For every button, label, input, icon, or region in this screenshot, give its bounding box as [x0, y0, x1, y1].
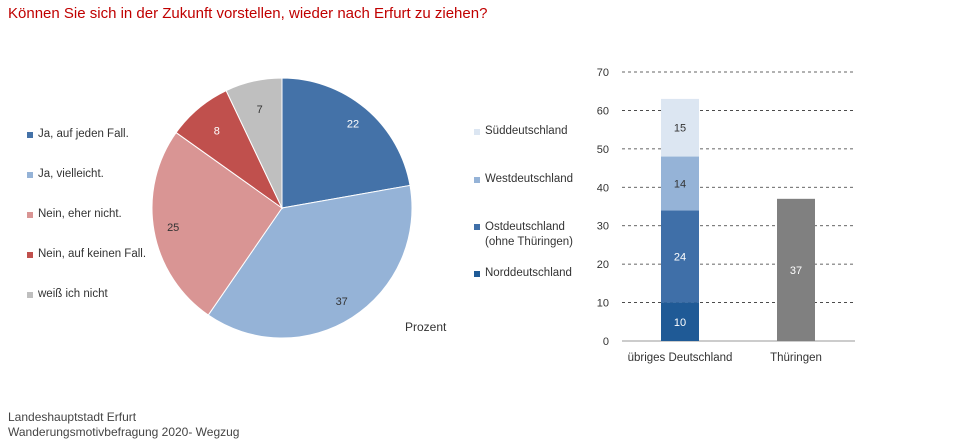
legend-label: Nein, auf keinen Fall.	[38, 248, 147, 260]
legend-label: Ostdeutschland	[485, 221, 565, 233]
pie-data-label: 7	[257, 104, 263, 116]
bar-data-label: 10	[674, 317, 686, 329]
pie-legend-item-nein-keinen-fall: Nein, auf keinen Fall.	[27, 248, 146, 260]
bar-data-label: 24	[674, 251, 686, 263]
pie-legend-item-ja-jeden-fall: Ja, auf jeden Fall.	[27, 128, 129, 140]
legend-label: Nein, eher nicht.	[38, 208, 122, 220]
legend-label: weiß ich nicht	[38, 288, 108, 300]
bar-data-label: 15	[674, 123, 686, 135]
bar-data-label: 37	[790, 265, 802, 277]
legend-swatch	[474, 129, 480, 135]
pie-legend-item-nein-eher-nicht: Nein, eher nicht.	[27, 208, 122, 220]
legend-label: Norddeutschland	[485, 267, 572, 279]
y-tick-label: 30	[597, 221, 609, 233]
y-tick-label: 0	[603, 336, 609, 348]
legend-swatch	[27, 132, 33, 138]
x-tick-label: übriges Deutschland	[628, 352, 733, 364]
y-tick-label: 50	[597, 144, 609, 156]
bar-segment	[661, 156, 699, 211]
bar-data-label: 14	[674, 178, 686, 190]
pie-data-label: 8	[214, 125, 220, 137]
pie-data-label: 22	[347, 118, 359, 130]
legend-swatch	[474, 271, 480, 277]
y-tick-label: 10	[597, 298, 609, 310]
legend-label: Süddeutschland	[485, 125, 568, 137]
pie-data-label: 37	[336, 296, 348, 308]
x-tick-label: Thüringen	[770, 352, 822, 364]
unit-label: Prozent	[405, 320, 447, 334]
pie-slice	[225, 77, 283, 209]
bar-legend-item-west: Westdeutschland	[474, 173, 573, 185]
legend-label: Westdeutschland	[485, 173, 574, 185]
legend-swatch	[27, 292, 33, 298]
y-tick-label: 60	[597, 105, 609, 117]
legend-label: Ja, vielleicht.	[38, 168, 104, 180]
footer-survey: Wanderungsmotivbefragung 2020- Wegzug	[8, 425, 240, 439]
chart-title: Können Sie sich in der Zukunft vorstelle…	[8, 5, 488, 22]
legend-swatch	[474, 177, 480, 183]
bar-legend-item-sued: Süddeutschland	[474, 125, 567, 137]
legend-swatch	[27, 172, 33, 178]
bar-legend-item-ost: Ostdeutschland (ohne Thüringen)	[474, 220, 573, 250]
pie-slice	[151, 131, 283, 316]
pie-data-label: 25	[167, 222, 179, 234]
bar-segment	[777, 198, 815, 341]
bar-legend-item-nord: Norddeutschland	[474, 267, 572, 279]
pie-legend-item-ja-vielleicht: Ja, vielleicht.	[27, 168, 104, 180]
footer-source: Landeshauptstadt Erfurt	[8, 410, 137, 424]
bar-segment	[661, 210, 699, 303]
bar-segment	[661, 302, 699, 341]
pie-legend-item-weiss-nicht: weiß ich nicht	[27, 288, 108, 300]
legend-swatch	[27, 212, 33, 218]
bar-segment	[661, 98, 699, 157]
legend-swatch	[474, 224, 480, 230]
y-tick-label: 40	[597, 182, 609, 194]
y-tick-label: 70	[597, 67, 609, 79]
y-tick-label: 20	[597, 259, 609, 271]
legend-label-block: Ostdeutschland (ohne Thüringen)	[485, 220, 573, 250]
pie-slice	[207, 184, 413, 339]
legend-label-line2: (ohne Thüringen)	[485, 236, 574, 248]
pie-slice	[281, 77, 411, 209]
legend-swatch	[27, 252, 33, 258]
legend-label: Ja, auf jeden Fall.	[38, 128, 129, 140]
